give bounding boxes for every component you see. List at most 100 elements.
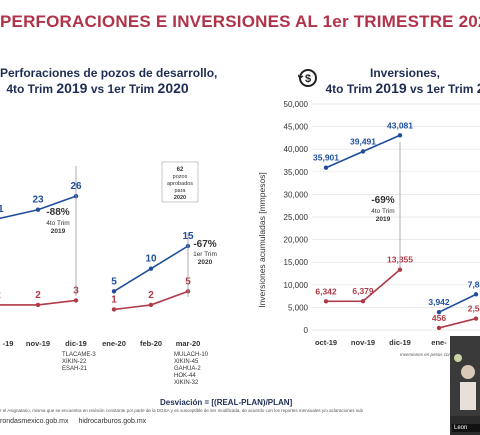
dic-well-3: ESAH-21 (62, 366, 88, 372)
deviation-q4-label1: 4to Trim (46, 220, 69, 227)
data-label: 7,88 (468, 279, 480, 289)
mar-well-3: GAHUA-2 (174, 366, 201, 372)
participant-name: Leon (452, 424, 480, 432)
deviation-equation: Desviación = [(REAL-PLAN)/PLAN] (160, 398, 293, 407)
data-point (436, 325, 442, 331)
data-point (436, 309, 442, 315)
data-point (323, 165, 329, 170)
investment-line-chart: 0 5,000 10,000 15,000 20,000 25,000 30,000 35,0… (257, 100, 480, 357)
deviation-q1-pct: -67% (193, 239, 216, 250)
dic-well-1: TLACAME-3 (62, 352, 96, 358)
data-label: 3,942 (428, 297, 450, 307)
data-point (323, 299, 329, 304)
data-point (111, 289, 117, 294)
data-point (397, 133, 403, 138)
data-label: 10 (145, 254, 157, 265)
deviation-q1-label1: 1er Trim (193, 251, 217, 258)
data-label: 23 (32, 195, 44, 206)
series-line-1 (438, 317, 477, 329)
approved-line4: para (174, 188, 186, 194)
data-label: 6,379 (352, 286, 374, 296)
data-label: 21 (0, 204, 4, 215)
investment-deviation-label2: 2019 (376, 216, 391, 223)
y-tick-label: 0 (304, 326, 309, 335)
data-label: 2 (148, 290, 154, 301)
x-tick-label: -19 (3, 339, 14, 348)
data-label: 5 (111, 276, 117, 287)
participant-video-tile[interactable] (450, 336, 480, 435)
mar-well-1: MULACH-10 (174, 352, 209, 358)
page-title: PERFORACIONES E INVERSIONES AL 1er TRIME… (0, 12, 480, 31)
x-tick-label: mar-20 (176, 339, 201, 348)
data-label: 2 (35, 290, 41, 301)
data-label: 1 (111, 294, 117, 305)
y-tick-label: 5,000 (288, 303, 309, 312)
left-subtitle-line1: Perforaciones de pozos de desarrollo, (0, 66, 218, 80)
data-label: 39,491 (350, 137, 376, 147)
data-label: 35,901 (313, 153, 339, 163)
deviation-q4-pct: -88% (46, 207, 69, 218)
y-tick-label: 10,000 (284, 281, 309, 290)
right-subtitle-line2: 4to Trim 2019 vs 1er Trim 2 (325, 80, 480, 97)
link-rondas[interactable]: rondasmexico.gob.mx (0, 418, 69, 425)
link-hidrocarburos[interactable]: hidrocarburos.gob.mx (78, 418, 147, 425)
x-tick-label: nov-19 (351, 338, 375, 347)
data-point (148, 266, 154, 271)
y-tick-label: 50,000 (284, 100, 309, 109)
footer-links: rondasmexico.gob.mx hidrocarburos.gob.mx (0, 418, 156, 425)
right-chart-subtitle: Inversiones, 4to Trim 2019 vs 1er Trim 2 (325, 66, 480, 97)
y-tick-label: 30,000 (284, 190, 309, 199)
y-tick-label: 35,000 (284, 168, 309, 177)
investment-deviation-pct: -69% (371, 195, 394, 206)
dic-well-2: XIKIN-22 (62, 359, 87, 365)
x-tick-label: dic-19 (389, 338, 411, 347)
y-axis-title: Inversiones acumuladas [mmpesos] (257, 172, 267, 308)
y-tick-label: 40,000 (284, 145, 309, 154)
series-line-0 (438, 293, 477, 313)
approved-wells-box: 62 pozos aprobados para 2020 (161, 161, 199, 203)
x-tick-label: oct-19 (315, 338, 337, 347)
approved-line5: 2020 (174, 195, 186, 201)
participant-avatar-icon (450, 336, 480, 416)
approved-line3: aprobados (167, 181, 193, 187)
x-tick-label: ene-20 (102, 339, 126, 348)
data-label: 2,53 (468, 304, 480, 314)
data-label: 456 (432, 313, 446, 323)
x-tick-label: ene- (431, 338, 447, 347)
deviation-q4-label2: 2019 (51, 228, 66, 235)
data-point (360, 298, 366, 304)
data-label: 43,081 (387, 120, 413, 130)
deviation-q1-label2: 2020 (198, 259, 213, 266)
data-point (360, 149, 366, 154)
data-point (148, 302, 154, 308)
mar-well-4: HOK-44 (174, 373, 196, 379)
x-tick-label: dic-19 (65, 339, 87, 348)
wells-line-chart: 21232622351015125-19nov-19dic-19ene-20fe… (0, 161, 217, 386)
y-tick-label: 25,000 (284, 213, 309, 222)
data-point (35, 302, 41, 308)
data-point (473, 316, 479, 321)
investment-note: Inversiones en pesos corrientes (400, 352, 464, 357)
data-point (397, 267, 403, 272)
y-tick-label: 45,000 (284, 123, 309, 132)
left-subtitle-line2: 4to Trim 2019 vs 1er Trim 2020 (6, 80, 189, 97)
data-point (73, 298, 79, 303)
x-tick-label: nov-19 (26, 339, 50, 348)
mar-well-2: XIKIN-45 (174, 359, 199, 365)
svg-text:$: $ (305, 73, 311, 85)
approved-line2: pozos (173, 174, 188, 180)
data-label: 2 (0, 290, 1, 301)
data-label: 6,342 (315, 286, 337, 296)
mar-well-5: XIKIN-32 (174, 380, 199, 386)
footer-note: r el Asignatario, misma que se encuentra… (0, 408, 363, 413)
investment-cycle-icon: $ (298, 69, 317, 87)
x-tick-label: feb-20 (140, 339, 162, 348)
left-chart-subtitle: Perforaciones de pozos de desarrollo, 4t… (0, 66, 218, 97)
approved-count: 62 (177, 167, 184, 173)
data-point (111, 307, 117, 312)
data-point (473, 292, 479, 297)
data-point (35, 207, 41, 212)
y-tick-label: 15,000 (284, 258, 309, 267)
investment-deviation-label1: 4to Trim (371, 208, 394, 215)
y-tick-label: 20,000 (284, 236, 309, 245)
